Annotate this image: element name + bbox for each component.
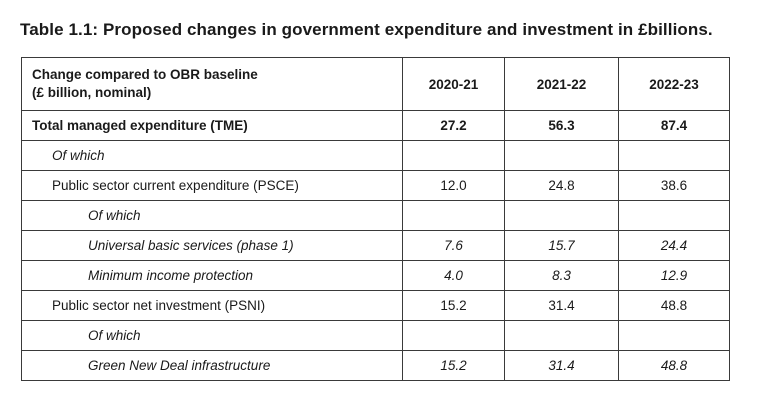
cell-value [504, 320, 619, 351]
cell-value [504, 140, 619, 171]
cell-value: 12.0 [402, 170, 505, 201]
cell-value: 31.4 [504, 350, 619, 381]
row-label: Public sector net investment (PSNI) [21, 290, 403, 321]
cell-value: 4.0 [402, 260, 505, 291]
table-row-gnd: Green New Deal infrastructure 15.2 31.4 … [21, 350, 730, 381]
cell-value [618, 320, 730, 351]
cell-value: 56.3 [504, 110, 619, 141]
cell-value: 48.8 [618, 350, 730, 381]
cell-value: 27.2 [402, 110, 505, 141]
header-label-line2: (£ billion, nominal) [32, 85, 152, 100]
cell-value: 8.3 [504, 260, 619, 291]
cell-value: 31.4 [504, 290, 619, 321]
table-title: Table 1.1: Proposed changes in governmen… [20, 20, 713, 39]
cell-value [402, 200, 505, 231]
row-label: Of which [21, 200, 403, 231]
row-label: Universal basic services (phase 1) [21, 230, 403, 261]
table-row-tme: Total managed expenditure (TME) 27.2 56.… [21, 110, 730, 141]
cell-value [618, 140, 730, 171]
cell-value: 15.2 [402, 350, 505, 381]
row-label: Total managed expenditure (TME) [21, 110, 403, 141]
cell-value: 15.7 [504, 230, 619, 261]
header-label-line1: Change compared to OBR baseline [32, 67, 258, 82]
cell-value: 12.9 [618, 260, 730, 291]
cell-value: 24.8 [504, 170, 619, 201]
cell-value: 87.4 [618, 110, 730, 141]
cell-value: 15.2 [402, 290, 505, 321]
expenditure-table: Change compared to OBR baseline (£ billi… [21, 57, 730, 381]
cell-value [402, 140, 505, 171]
table-row-of-which: Of which [21, 200, 730, 231]
header-year-2020-21: 2020-21 [402, 57, 505, 111]
cell-value [618, 200, 730, 231]
cell-value [402, 320, 505, 351]
row-label: Of which [21, 320, 403, 351]
table-row-psni: Public sector net investment (PSNI) 15.2… [21, 290, 730, 321]
header-row: Change compared to OBR baseline (£ billi… [21, 57, 730, 111]
row-label: Green New Deal infrastructure [21, 350, 403, 381]
cell-value: 24.4 [618, 230, 730, 261]
header-year-2022-23: 2022-23 [618, 57, 730, 111]
cell-value: 48.8 [618, 290, 730, 321]
header-year-2021-22: 2021-22 [504, 57, 619, 111]
cell-value: 38.6 [618, 170, 730, 201]
row-label: Minimum income protection [21, 260, 403, 291]
table-row-psce: Public sector current expenditure (PSCE)… [21, 170, 730, 201]
table-row-ubs: Universal basic services (phase 1) 7.6 1… [21, 230, 730, 261]
table-row-of-which: Of which [21, 140, 730, 171]
table-row-mip: Minimum income protection 4.0 8.3 12.9 [21, 260, 730, 291]
table-row-of-which: Of which [21, 320, 730, 351]
cell-value: 7.6 [402, 230, 505, 261]
row-label: Public sector current expenditure (PSCE) [21, 170, 403, 201]
row-label: Of which [21, 140, 403, 171]
cell-value [504, 200, 619, 231]
header-label: Change compared to OBR baseline (£ billi… [21, 57, 403, 111]
